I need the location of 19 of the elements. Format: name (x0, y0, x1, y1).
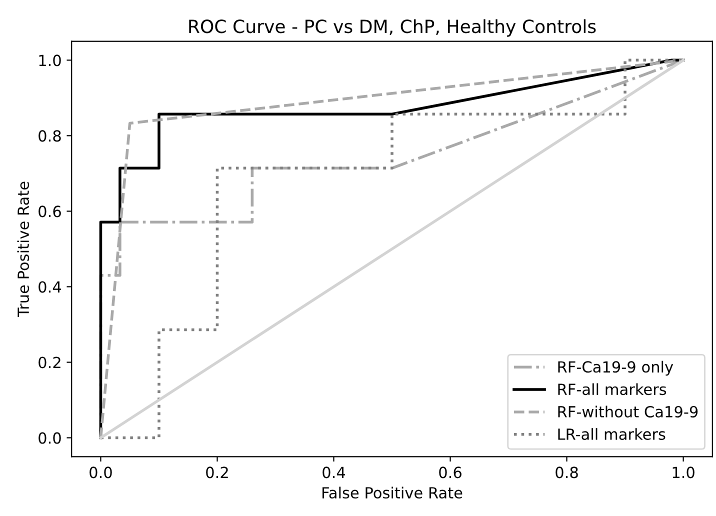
x-tick-label: 0.8 (556, 466, 578, 478)
y-tick-label: 1.0 (39, 54, 61, 66)
legend-label: RF-all markers (558, 383, 666, 396)
x-tick-label: 0.2 (206, 466, 228, 478)
x-tick-label: 0.6 (439, 466, 462, 478)
y-tick-label: 0.0 (38, 432, 61, 444)
legend-label: LR-all markers (558, 428, 666, 440)
x-tick-label: 1.0 (672, 466, 694, 478)
x-axis-title: False Positive Rate (322, 486, 462, 499)
y-tick-label: 0.8 (38, 130, 61, 142)
x-tick-label: 0.0 (90, 466, 112, 478)
legend-label: RF-Ca19-9 only (558, 360, 674, 376)
chart-title: ROC Curve - PC vs DM, ChP, Healthy Controls (189, 19, 596, 37)
y-tick-label: 0.6 (38, 206, 61, 218)
x-tick-label: 0.4 (322, 466, 346, 478)
y-tick-label: 0.4 (38, 281, 62, 293)
legend-label: RF-without Ca19-9 (558, 406, 698, 418)
y-axis-title: True Positive Rate (17, 182, 30, 318)
y-tick-label: 0.2 (38, 356, 60, 368)
